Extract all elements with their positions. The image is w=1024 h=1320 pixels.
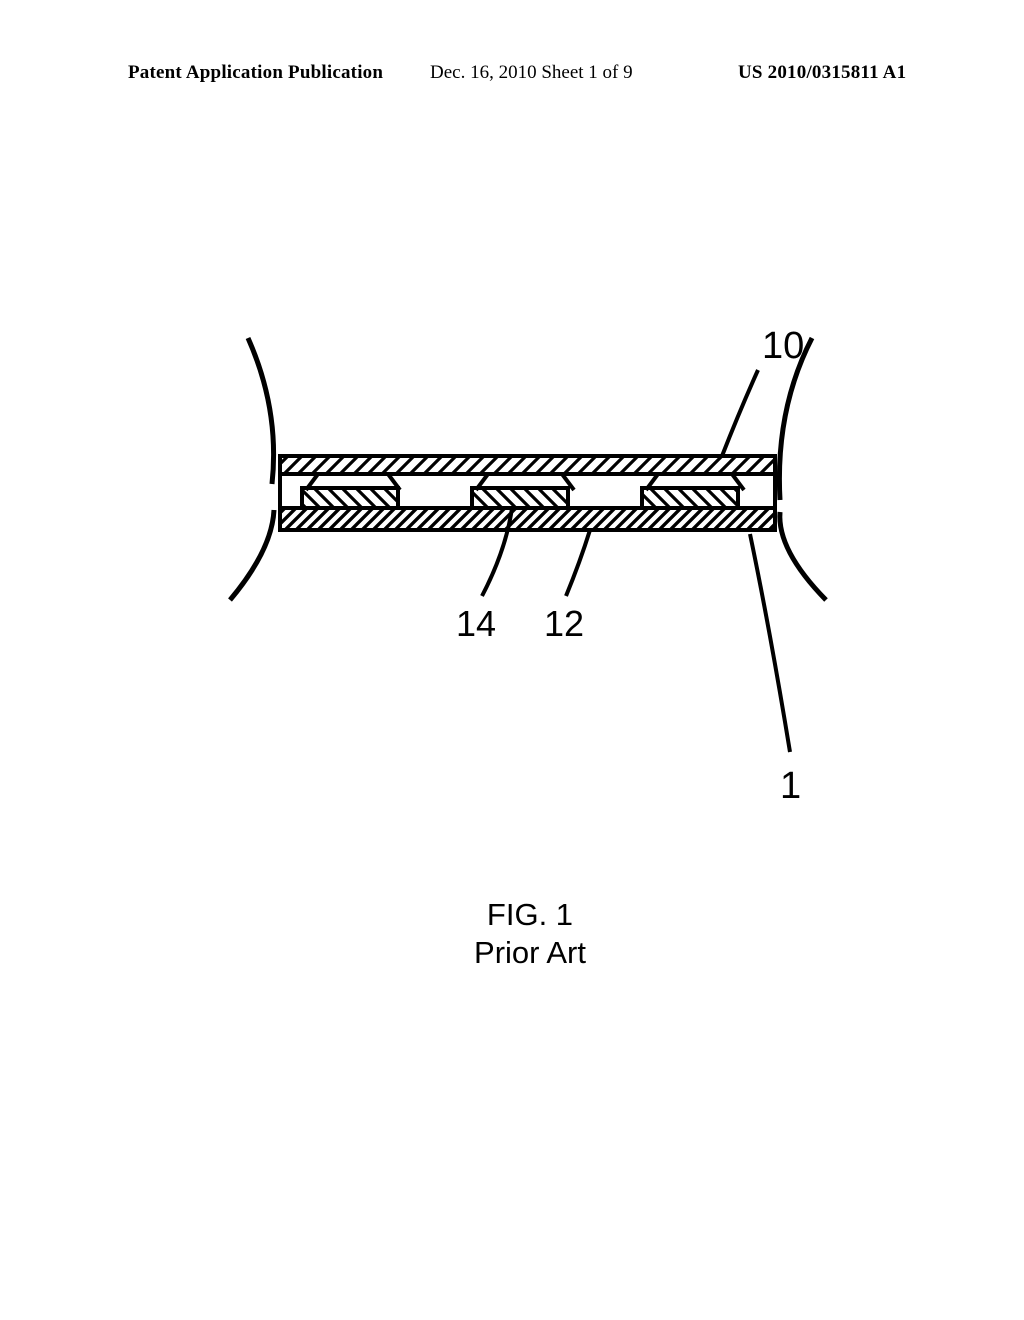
pad-2-14 bbox=[472, 488, 568, 508]
pad-3 bbox=[642, 488, 738, 508]
figure-1: 10 14 12 1 FIG. 1 Prior Art bbox=[210, 300, 850, 940]
pad-1 bbox=[302, 488, 398, 508]
label-1: 1 bbox=[780, 765, 801, 807]
figure-caption: FIG. 1 Prior Art bbox=[210, 896, 850, 972]
outer-curve-left-bottom bbox=[230, 510, 274, 600]
figure-caption-line1: FIG. 1 bbox=[210, 896, 850, 934]
header-left: Patent Application Publication bbox=[128, 62, 383, 84]
label-14: 14 bbox=[456, 603, 496, 644]
label-10: 10 bbox=[762, 325, 804, 367]
layer-top-10 bbox=[280, 456, 775, 474]
leader-10 bbox=[722, 370, 758, 456]
layer-bottom-12 bbox=[280, 508, 775, 530]
leader-12 bbox=[566, 530, 590, 596]
outer-curve-right-bottom bbox=[780, 512, 826, 600]
header-center: Dec. 16, 2010 Sheet 1 of 9 bbox=[430, 62, 633, 84]
outer-curve-left-top bbox=[248, 338, 274, 484]
header-right: US 2010/0315811 A1 bbox=[738, 62, 906, 84]
leader-1 bbox=[750, 534, 790, 752]
page: Patent Application Publication Dec. 16, … bbox=[0, 0, 1024, 1320]
figure-svg: 10 14 12 1 bbox=[210, 300, 850, 940]
label-12: 12 bbox=[544, 603, 584, 644]
figure-caption-line2: Prior Art bbox=[210, 934, 850, 972]
